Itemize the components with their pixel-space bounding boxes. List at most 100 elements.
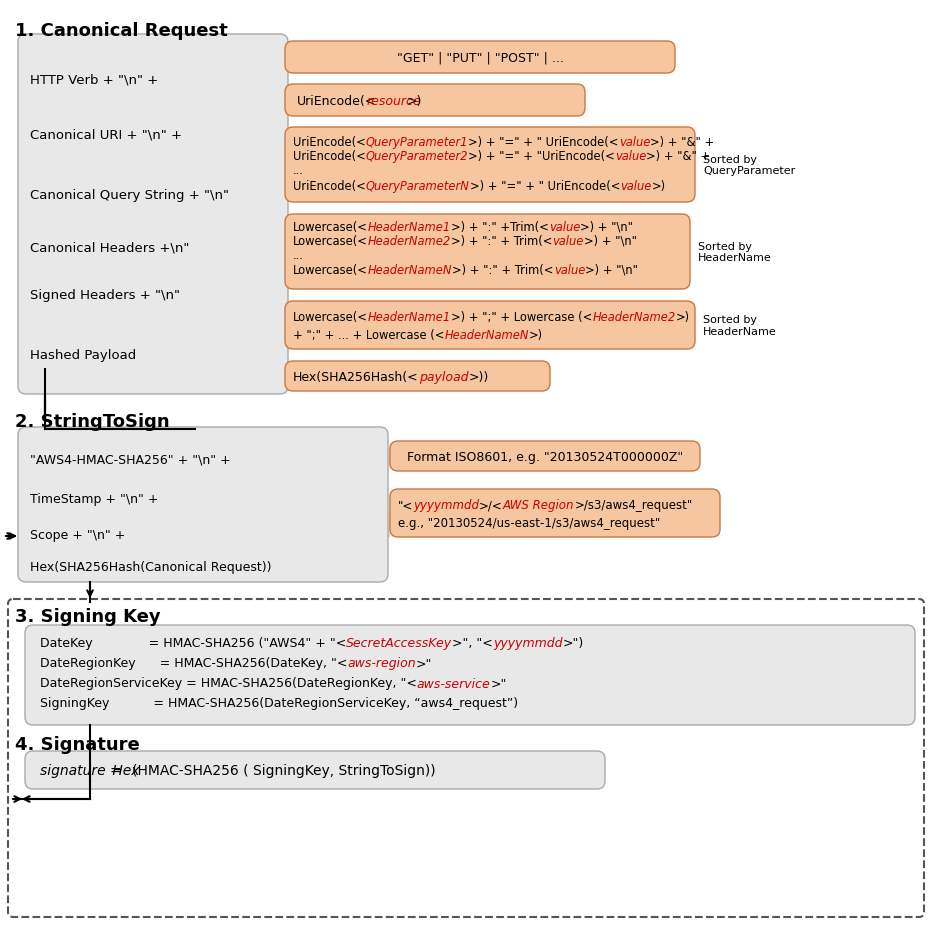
- Text: >) + "&" +: >) + "&" +: [647, 149, 711, 162]
- FancyBboxPatch shape: [390, 489, 720, 537]
- Polygon shape: [285, 214, 286, 290]
- Text: Lowercase(<: Lowercase(<: [293, 220, 368, 233]
- Text: Lowercase(<: Lowercase(<: [293, 264, 368, 277]
- Polygon shape: [388, 442, 390, 471]
- Text: Lowercase(<: Lowercase(<: [293, 234, 368, 247]
- Text: value: value: [620, 179, 651, 192]
- Text: Sorted by
HeaderName: Sorted by HeaderName: [698, 241, 772, 263]
- Text: 4. Signature: 4. Signature: [15, 735, 140, 754]
- Text: >) + "=" + " UriEncode(<: >) + "=" + " UriEncode(<: [470, 179, 620, 192]
- Text: value: value: [554, 264, 585, 277]
- Text: >) + ";" + Lowercase (<: >) + ";" + Lowercase (<: [451, 310, 593, 323]
- Text: UriEncode(<: UriEncode(<: [293, 149, 365, 162]
- Text: Canonical Headers +\n": Canonical Headers +\n": [30, 241, 189, 254]
- Text: SecretAccessKey: SecretAccessKey: [347, 637, 452, 650]
- FancyBboxPatch shape: [285, 42, 675, 74]
- Text: >/<: >/<: [479, 499, 503, 512]
- Text: ...: ...: [293, 163, 304, 176]
- Text: >) + "=" + "UriEncode(<: >) + "=" + "UriEncode(<: [469, 149, 615, 162]
- Polygon shape: [285, 128, 286, 203]
- FancyBboxPatch shape: [285, 84, 585, 117]
- Text: Scope + "\n" +: Scope + "\n" +: [30, 529, 126, 542]
- Text: >) + "=" + " UriEncode(<: >) + "=" + " UriEncode(<: [469, 135, 619, 148]
- Text: SigningKey           = HMAC-SHA256(DateRegionServiceKey, “aws4_request”): SigningKey = HMAC-SHA256(DateRegionServi…: [40, 697, 518, 710]
- Text: Sorted by
QueryParameter: Sorted by QueryParameter: [703, 155, 795, 176]
- Text: DateRegionServiceKey = HMAC-SHA256(DateRegionKey, "<: DateRegionServiceKey = HMAC-SHA256(DateR…: [40, 677, 417, 690]
- Text: >"): >"): [563, 637, 583, 650]
- Text: "AWS4-HMAC-SHA256" + "\n" +: "AWS4-HMAC-SHA256" + "\n" +: [30, 453, 231, 466]
- FancyBboxPatch shape: [25, 625, 915, 725]
- Text: >/s3/aws4_request": >/s3/aws4_request": [574, 499, 692, 512]
- Text: resource: resource: [367, 95, 421, 108]
- Text: HeaderName2: HeaderName2: [368, 234, 451, 247]
- Text: >): >): [528, 329, 543, 342]
- Text: QueryParameter1: QueryParameter1: [365, 135, 469, 148]
- Polygon shape: [285, 292, 286, 350]
- FancyBboxPatch shape: [285, 128, 695, 203]
- Text: Lowercase(<: Lowercase(<: [293, 310, 368, 323]
- FancyBboxPatch shape: [285, 362, 550, 392]
- Text: 2. StringToSign: 2. StringToSign: [15, 413, 170, 431]
- Text: Hex(SHA256Hash(Canonical Request)): Hex(SHA256Hash(Canonical Request)): [30, 561, 271, 574]
- Text: signature =: signature =: [40, 763, 126, 777]
- Text: value: value: [619, 135, 651, 148]
- Text: QueryParameterN: QueryParameterN: [365, 179, 470, 192]
- Text: Canonical URI + "\n" +: Canonical URI + "\n" +: [30, 128, 182, 141]
- Text: DateRegionKey      = HMAC-SHA256(DateKey, "<: DateRegionKey = HMAC-SHA256(DateKey, "<: [40, 657, 348, 670]
- Text: HeaderNameN: HeaderNameN: [445, 329, 528, 342]
- Polygon shape: [285, 84, 286, 136]
- Text: >) + "\n": >) + "\n": [585, 264, 638, 277]
- Text: >) + ":" + Trim(<: >) + ":" + Trim(<: [452, 264, 554, 277]
- Text: 3. Signing Key: 3. Signing Key: [15, 607, 160, 625]
- Text: yyyymmdd: yyyymmdd: [493, 637, 563, 650]
- FancyBboxPatch shape: [18, 35, 288, 394]
- Text: "<: "<: [398, 499, 413, 512]
- Text: payload: payload: [418, 370, 468, 383]
- Text: UriEncode(<: UriEncode(<: [293, 179, 365, 192]
- Text: >", "<: >", "<: [452, 637, 493, 650]
- Text: >): >): [407, 95, 422, 108]
- Text: >": >": [490, 677, 507, 690]
- Text: UriEncode(<: UriEncode(<: [297, 95, 377, 108]
- Text: >": >": [416, 657, 432, 670]
- Text: yyyymmdd: yyyymmdd: [413, 499, 479, 512]
- Text: >) + "\n": >) + "\n": [581, 220, 633, 233]
- Polygon shape: [285, 353, 286, 392]
- Text: HeaderName1: HeaderName1: [368, 220, 451, 233]
- Text: >) + ":" +Trim(<: >) + ":" +Trim(<: [451, 220, 549, 233]
- FancyBboxPatch shape: [18, 428, 388, 583]
- Text: AWS Region: AWS Region: [503, 499, 574, 512]
- Text: + ";" + ... + Lowercase (<: + ";" + ... + Lowercase (<: [293, 329, 445, 342]
- Text: HeaderNameN: HeaderNameN: [368, 264, 452, 277]
- Text: Hashed Payload: Hashed Payload: [30, 348, 136, 361]
- Text: >)): >)): [468, 370, 488, 383]
- Text: >): >): [676, 310, 690, 323]
- Text: >): >): [651, 179, 665, 192]
- Text: aws-region: aws-region: [348, 657, 416, 670]
- Text: HeaderName2: HeaderName2: [593, 310, 676, 323]
- Polygon shape: [388, 489, 390, 537]
- Text: HeaderName1: HeaderName1: [368, 310, 451, 323]
- Text: Sorted by
HeaderName: Sorted by HeaderName: [703, 315, 776, 337]
- Text: ...: ...: [293, 248, 304, 261]
- Text: QueryParameter2: QueryParameter2: [365, 149, 469, 162]
- FancyBboxPatch shape: [25, 751, 605, 789]
- Text: value: value: [549, 220, 581, 233]
- Text: >) + "&" +: >) + "&" +: [651, 135, 714, 148]
- Polygon shape: [285, 42, 286, 82]
- Text: Hex(SHA256Hash(<: Hex(SHA256Hash(<: [293, 370, 418, 383]
- Text: >) + "\n": >) + "\n": [583, 234, 637, 247]
- Text: 1. Canonical Request: 1. Canonical Request: [15, 22, 227, 40]
- Text: e.g., "20130524/us-east-1/s3/aws4_request": e.g., "20130524/us-east-1/s3/aws4_reques…: [398, 517, 660, 530]
- Text: >) + ":" + Trim(<: >) + ":" + Trim(<: [451, 234, 553, 247]
- Text: Hex: Hex: [108, 763, 140, 777]
- FancyBboxPatch shape: [285, 214, 690, 290]
- Text: value: value: [615, 149, 647, 162]
- Text: aws-service: aws-service: [417, 677, 490, 690]
- Text: HTTP Verb + "\n" +: HTTP Verb + "\n" +: [30, 73, 158, 86]
- Text: Format ISO8601, e.g. "20130524T000000Z": Format ISO8601, e.g. "20130524T000000Z": [407, 450, 683, 463]
- Text: DateKey              = HMAC-SHA256 ("AWS4" + "<: DateKey = HMAC-SHA256 ("AWS4" + "<: [40, 637, 347, 650]
- Text: "GET" | "PUT" | "POST" | ...: "GET" | "PUT" | "POST" | ...: [396, 51, 564, 64]
- Text: UriEncode(<: UriEncode(<: [293, 135, 365, 148]
- Text: TimeStamp + "\n" +: TimeStamp + "\n" +: [30, 493, 158, 506]
